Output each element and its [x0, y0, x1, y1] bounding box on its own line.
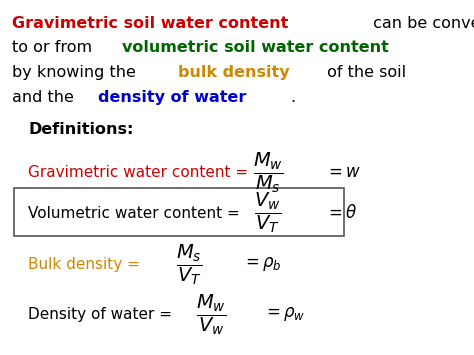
Text: Volumetric water content =: Volumetric water content =: [28, 206, 245, 220]
Text: $= \rho_w$: $= \rho_w$: [263, 305, 306, 323]
Text: $\dfrac{V_w}{V_T}$: $\dfrac{V_w}{V_T}$: [254, 191, 282, 235]
Text: $= \theta$: $= \theta$: [325, 204, 357, 222]
Text: volumetric soil water content: volumetric soil water content: [122, 40, 389, 55]
Text: $= w$: $= w$: [325, 163, 361, 181]
Text: Definitions:: Definitions:: [28, 122, 134, 137]
Text: .: .: [290, 90, 295, 105]
Text: of the soil: of the soil: [322, 65, 407, 80]
Text: $\dfrac{M_w}{V_w}$: $\dfrac{M_w}{V_w}$: [196, 292, 226, 337]
Text: to or from: to or from: [12, 40, 97, 55]
Text: $= \rho_b$: $= \rho_b$: [242, 256, 282, 273]
Text: bulk density: bulk density: [178, 65, 290, 80]
Text: $\dfrac{M_w}{M_s}$: $\dfrac{M_w}{M_s}$: [253, 150, 283, 195]
Text: by knowing the: by knowing the: [12, 65, 141, 80]
Text: density of water: density of water: [98, 90, 246, 105]
Text: Density of water =: Density of water =: [28, 307, 177, 322]
Text: Gravimetric water content =: Gravimetric water content =: [28, 165, 254, 180]
Text: and the: and the: [12, 90, 79, 105]
Text: Gravimetric soil water content: Gravimetric soil water content: [12, 16, 288, 31]
Text: can be converted: can be converted: [368, 16, 474, 31]
Text: Bulk density =: Bulk density =: [28, 257, 145, 272]
Text: $\dfrac{M_s}{V_T}$: $\dfrac{M_s}{V_T}$: [176, 242, 203, 287]
